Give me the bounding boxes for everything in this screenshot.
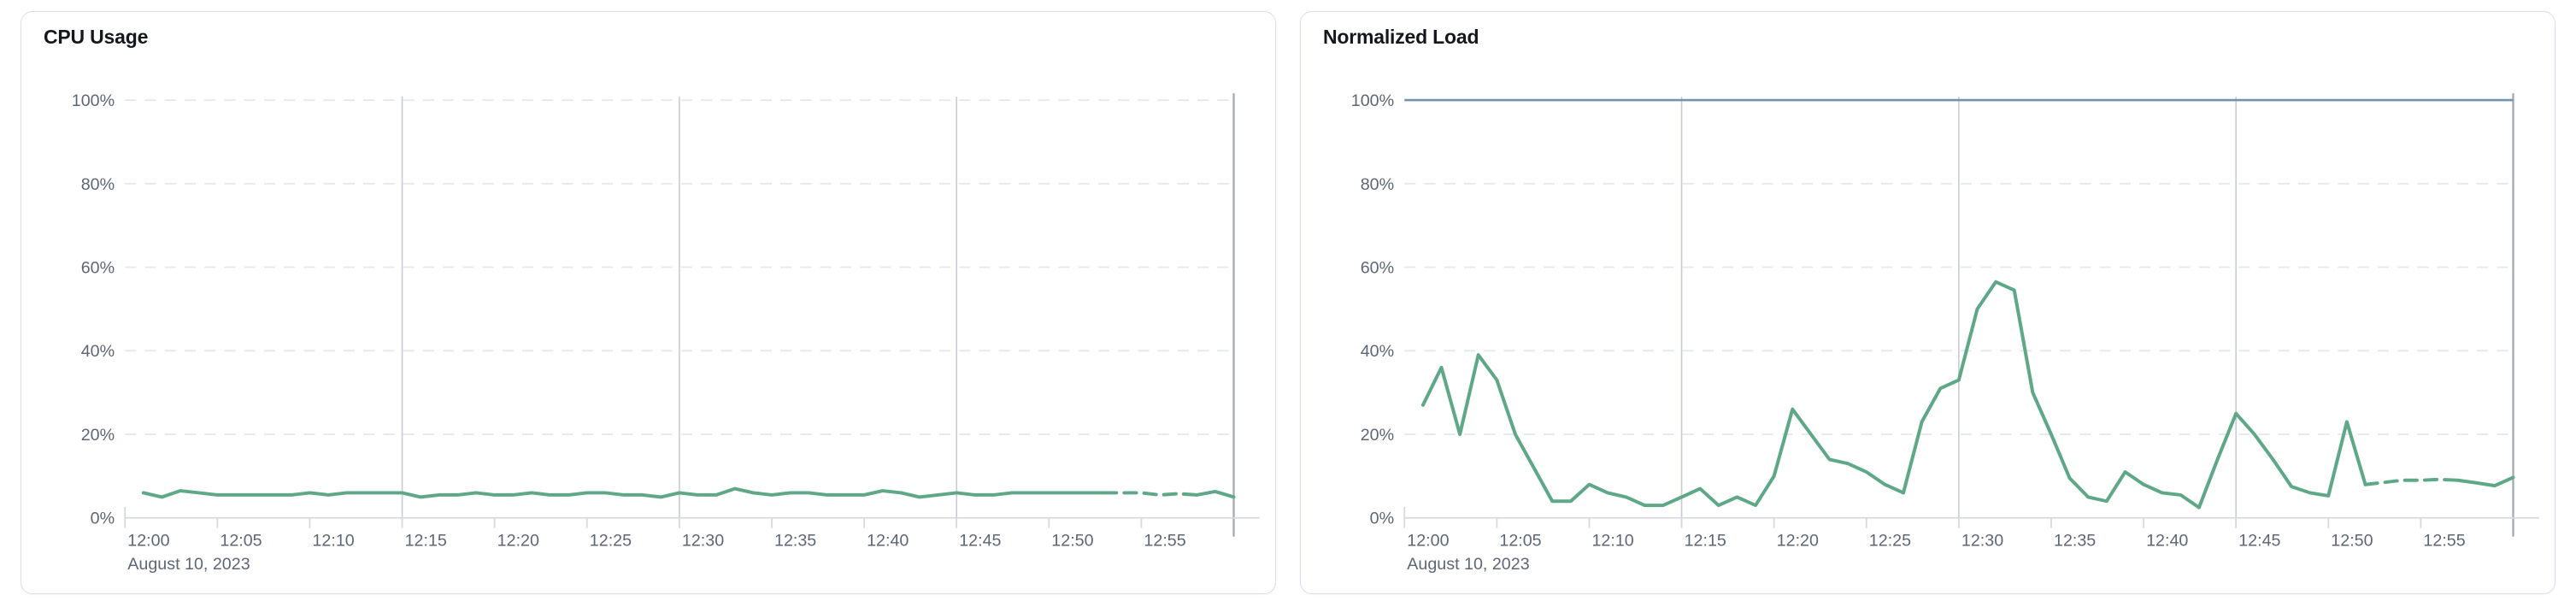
x-tick-label: 12:15 xyxy=(1685,532,1726,551)
x-tick-label: 12:35 xyxy=(774,532,816,551)
x-tick-label: 12:10 xyxy=(312,532,354,551)
x-tick-label: 12:25 xyxy=(1869,532,1911,551)
date-label: August 10, 2023 xyxy=(127,555,250,574)
chart-title: Normalized Load xyxy=(1323,26,1479,48)
cpu-usage-chart[interactable]: 12:00 12:05 12:10 12:15 12:20 12:25 12:30 12:35… xyxy=(21,12,1275,593)
series-cpu-usage-tail xyxy=(1195,489,1236,499)
y-tick-label: 20% xyxy=(81,426,115,445)
x-tick-label: 12:15 xyxy=(405,532,447,551)
y-tick-label: 40% xyxy=(81,342,115,361)
x-tick-label: 12:45 xyxy=(959,532,1001,551)
x-tick-label: 12:20 xyxy=(1777,532,1819,551)
x-tick-label: 12:25 xyxy=(590,532,632,551)
x-tick-label: 12:00 xyxy=(1407,532,1449,551)
x-tick-label: 12:35 xyxy=(2054,532,2096,551)
y-tick-label: 60% xyxy=(1361,259,1394,278)
y-tick-label: 0% xyxy=(1370,510,1394,528)
series-cpu-usage-forecast xyxy=(1103,491,1199,497)
y-tick-label: 100% xyxy=(1351,91,1394,110)
x-tick-label: 12:40 xyxy=(2146,532,2188,551)
x-tick-label: 12:50 xyxy=(1051,532,1093,551)
y-tick-label: 60% xyxy=(81,259,115,278)
cpu-usage-card: CPU Usage 12:00 12:05 12:10 12:15 12:20 12:25… xyxy=(21,11,1276,594)
x-tick-label: 12:30 xyxy=(1961,532,2003,551)
y-tick-label: 100% xyxy=(72,91,115,110)
series-normalized-load-tail xyxy=(2455,475,2515,488)
chart-title: CPU Usage xyxy=(44,26,149,48)
x-tick-label: 12:00 xyxy=(127,532,169,551)
x-tick-label: 12:10 xyxy=(1591,532,1633,551)
x-tick-label: 12:50 xyxy=(2331,532,2373,551)
x-tick-label: 12:40 xyxy=(867,532,909,551)
x-tick-label: 12:05 xyxy=(220,532,262,551)
x-tick-label: 12:45 xyxy=(2238,532,2280,551)
x-tick-label: 12:20 xyxy=(497,532,539,551)
y-tick-label: 80% xyxy=(1361,175,1394,194)
y-tick-label: 20% xyxy=(1361,426,1394,445)
series-normalized-load xyxy=(1420,280,2367,510)
date-label: August 10, 2023 xyxy=(1407,555,1529,574)
x-tick-label: 12:55 xyxy=(2423,532,2465,551)
normalized-load-card: Normalized Load 12:00 12:05 12:10 12:15 12:2… xyxy=(1300,11,2555,594)
series-normalized-load-forecast xyxy=(2363,477,2460,486)
y-tick-label: 0% xyxy=(91,510,115,528)
y-tick-label: 80% xyxy=(81,175,115,194)
normalized-load-chart[interactable]: 12:00 12:05 12:10 12:15 12:20 12:25 12:30 12:35… xyxy=(1301,12,2555,593)
x-tick-label: 12:30 xyxy=(682,532,724,551)
x-tick-label: 12:05 xyxy=(1499,532,1541,551)
series-cpu-usage xyxy=(141,486,1107,499)
y-tick-label: 40% xyxy=(1361,342,1394,361)
x-tick-label: 12:55 xyxy=(1144,532,1185,551)
